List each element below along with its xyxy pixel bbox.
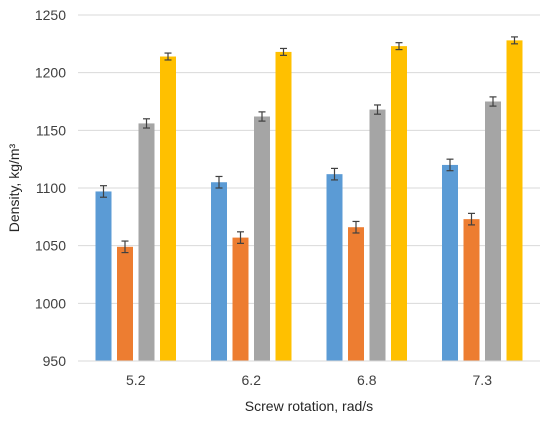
x-tick-labels: 5.2 6.2 6.8 7.3: [126, 372, 492, 388]
y-tick-label: 1200: [35, 65, 66, 81]
bar: [232, 237, 249, 361]
x-tick-label: 7.3: [473, 372, 493, 388]
bar: [138, 123, 155, 361]
x-axis-title: Screw rotation, rad/s: [245, 398, 373, 414]
bar: [463, 219, 480, 361]
bar: [211, 182, 227, 361]
bar: [485, 101, 501, 361]
bar: [442, 164, 458, 361]
bar: [506, 40, 523, 362]
bar: [95, 191, 112, 361]
bar: [326, 174, 343, 361]
bar: [160, 56, 176, 362]
gridlines: [78, 14, 540, 304]
bar: [254, 116, 270, 361]
x-tick-label: 6.2: [242, 372, 262, 388]
y-tick-label: 950: [43, 353, 67, 369]
error-bars-group: [100, 36, 518, 254]
x-tick-label: 6.8: [357, 372, 377, 388]
y-tick-label: 1100: [36, 180, 66, 196]
y-tick-label: 1000: [35, 295, 66, 311]
y-tick-label: 1050: [35, 238, 66, 254]
bar: [275, 51, 292, 361]
bar: [117, 246, 133, 361]
y-tick-label: 1150: [36, 122, 66, 138]
bar: [369, 109, 386, 361]
y-tick-labels: 950 1000 1050 1100 1150 1200 1250: [35, 7, 66, 369]
y-axis-title: Density, kg/m³: [6, 143, 22, 232]
bar: [348, 227, 364, 361]
bars-group: [95, 40, 523, 362]
x-tick-label: 5.2: [126, 372, 146, 388]
y-tick-label: 1250: [35, 7, 66, 23]
bar: [391, 46, 407, 361]
